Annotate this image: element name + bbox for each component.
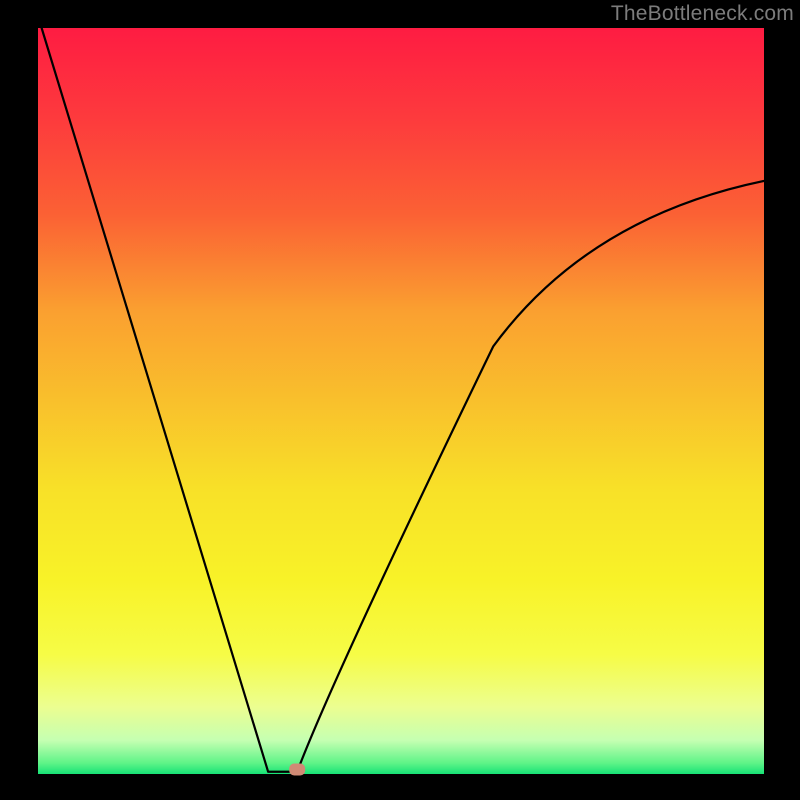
chart-frame: TheBottleneck.com [0, 0, 800, 800]
bottleneck-curve-plot [0, 0, 800, 800]
watermark-text: TheBottleneck.com [611, 2, 794, 26]
minimum-marker [289, 764, 305, 776]
plot-background [38, 28, 764, 774]
